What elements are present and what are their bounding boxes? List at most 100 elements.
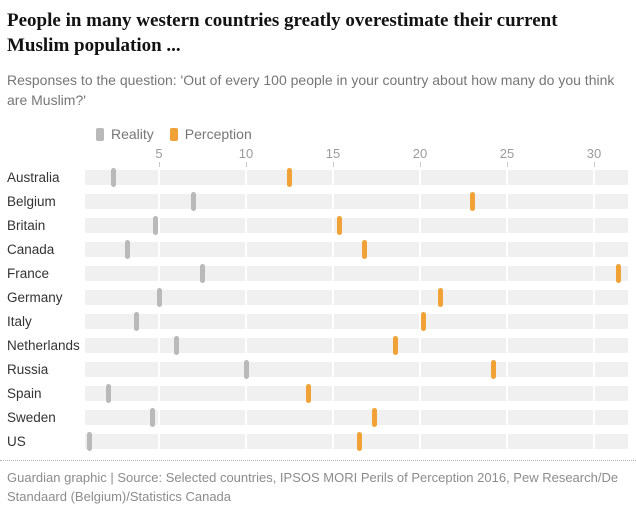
gridline xyxy=(506,362,508,377)
perception-marker xyxy=(420,312,426,331)
reality-marker xyxy=(125,240,131,259)
row-band xyxy=(85,264,628,283)
reality-marker xyxy=(243,360,249,379)
perception-marker xyxy=(372,408,378,427)
row-label-italy: Italy xyxy=(7,314,32,329)
reality-marker xyxy=(86,432,92,451)
perception-marker xyxy=(287,168,292,187)
gridline xyxy=(419,362,421,377)
gridline xyxy=(506,290,508,305)
gridline xyxy=(419,242,421,257)
gridline xyxy=(593,170,595,185)
gridline xyxy=(419,290,421,305)
row-band xyxy=(85,384,628,403)
chart-row: Russia xyxy=(7,360,628,379)
perception-marker xyxy=(306,384,312,403)
gridline xyxy=(332,410,334,425)
perception-marker xyxy=(615,264,621,283)
gridline xyxy=(158,194,160,209)
x-axis-tick-label: 15 xyxy=(325,146,341,161)
gridline xyxy=(506,434,508,449)
chart-row: Australia xyxy=(7,168,628,187)
row-label-canada: Canada xyxy=(7,242,55,257)
gridline xyxy=(593,314,595,329)
x-axis-tick-label: 5 xyxy=(155,146,163,161)
gridline xyxy=(593,410,595,425)
row-band xyxy=(85,288,628,307)
row-label-germany: Germany xyxy=(7,290,63,305)
x-axis-tick-label: 10 xyxy=(238,146,254,161)
gridline xyxy=(332,290,334,305)
gridline xyxy=(419,170,421,185)
gridline xyxy=(506,386,508,401)
gridline xyxy=(245,218,247,233)
gridline xyxy=(245,410,247,425)
gridline xyxy=(593,338,595,353)
x-axis-tickmark xyxy=(507,162,508,167)
chart-row: Netherlands xyxy=(7,336,628,355)
chart-subtitle: Responses to the question: 'Out of every… xyxy=(7,72,615,108)
legend-swatch-icon xyxy=(169,127,178,141)
x-axis-tick-label: 20 xyxy=(412,146,428,161)
perception-marker xyxy=(337,216,343,235)
row-label-russia: Russia xyxy=(7,362,49,377)
gridline xyxy=(506,338,508,353)
gridline xyxy=(506,410,508,425)
row-band xyxy=(85,192,628,211)
legend-swatch-icon xyxy=(96,127,104,141)
row-label-france: France xyxy=(7,266,50,281)
gridline xyxy=(593,386,595,401)
chart-row: US xyxy=(7,432,628,451)
row-band xyxy=(85,432,628,451)
row-band xyxy=(85,408,628,427)
chart-row: Canada xyxy=(7,240,628,259)
chart-title: People in many western countries greatly… xyxy=(7,10,558,56)
reality-marker xyxy=(191,192,197,211)
reality-marker xyxy=(149,408,155,427)
gridline xyxy=(332,266,334,281)
chart-row: Spain xyxy=(7,384,628,403)
x-axis-tick-label: 30 xyxy=(586,146,602,161)
source-credit: Guardian graphic | Source: Selected coun… xyxy=(0,460,636,520)
gridline xyxy=(506,266,508,281)
gridline xyxy=(245,434,247,449)
perception-marker xyxy=(469,192,475,211)
reality-marker xyxy=(153,216,159,235)
gridline xyxy=(593,362,595,377)
gridline xyxy=(158,338,160,353)
row-label-britain: Britain xyxy=(7,218,46,233)
gridline xyxy=(593,290,595,305)
row-label-belgium: Belgium xyxy=(7,194,56,209)
reality-marker xyxy=(200,264,205,283)
perception-marker xyxy=(361,240,367,259)
x-axis-tick-label: 25 xyxy=(499,146,515,161)
gridline xyxy=(506,314,508,329)
perception-marker xyxy=(438,288,444,307)
gridline xyxy=(158,434,160,449)
gridline xyxy=(158,386,160,401)
row-label-spain: Spain xyxy=(7,386,42,401)
gridline xyxy=(332,218,334,233)
x-axis-tickmark xyxy=(333,162,334,167)
reality-marker xyxy=(111,168,117,187)
gridline xyxy=(332,314,334,329)
perception-marker xyxy=(393,336,399,355)
gridline xyxy=(245,266,247,281)
gridline xyxy=(506,242,508,257)
gridline xyxy=(245,194,247,209)
x-axis-tickmark xyxy=(246,162,247,167)
reality-marker xyxy=(173,336,179,355)
reality-marker xyxy=(106,384,112,403)
row-label-sweden: Sweden xyxy=(7,410,56,425)
gridline xyxy=(419,194,421,209)
gridline xyxy=(158,314,160,329)
gridline xyxy=(506,170,508,185)
page: People in many western countries greatly… xyxy=(7,10,628,451)
gridline xyxy=(506,194,508,209)
chart-row: France xyxy=(7,264,628,283)
gridline xyxy=(332,170,334,185)
gridline xyxy=(332,434,334,449)
row-label-netherlands: Netherlands xyxy=(7,338,80,353)
gridline xyxy=(419,218,421,233)
row-label-australia: Australia xyxy=(7,170,60,185)
